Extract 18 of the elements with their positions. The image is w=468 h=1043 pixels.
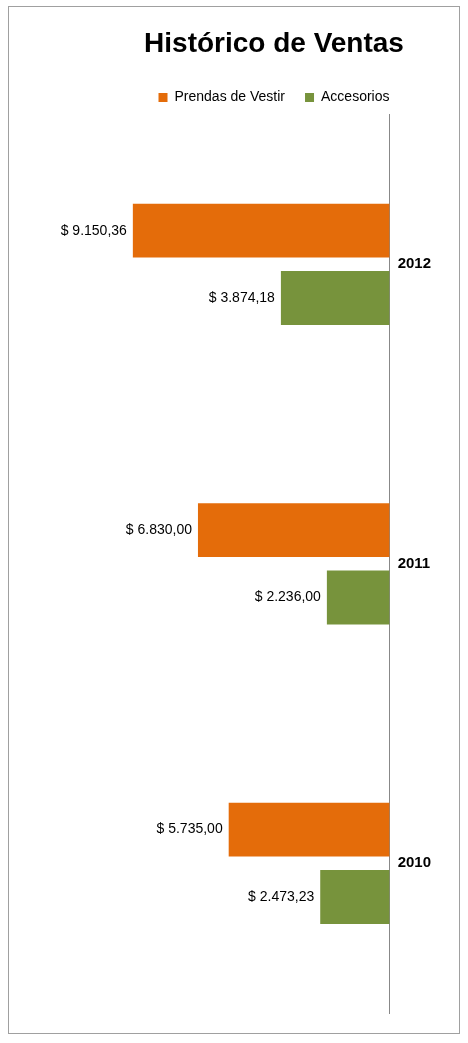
- y-tick-label: 2010: [397, 853, 432, 871]
- y-tick-label: 2012: [397, 254, 432, 272]
- data-label: $ 9.150,36: [60, 221, 128, 238]
- data-label: $ 2.473,23: [248, 887, 315, 904]
- bar: [320, 870, 390, 924]
- bar: [197, 503, 390, 558]
- data-label: $ 6.830,00: [125, 520, 193, 537]
- bar: [326, 570, 390, 625]
- bar: [132, 203, 390, 258]
- data-label: $ 5.735,00: [156, 820, 223, 837]
- data-label: $ 2.236,00: [254, 588, 322, 605]
- y-tick-label: 2011: [397, 553, 431, 571]
- chart-title: Histórico de Ventas: [144, 26, 404, 58]
- bar: [228, 802, 390, 857]
- bar: [280, 271, 390, 325]
- data-label: $ 3.874,18: [208, 288, 276, 305]
- legend-label: Accesorios: [321, 88, 390, 105]
- legend-label: Prendas de Vestir: [174, 88, 286, 105]
